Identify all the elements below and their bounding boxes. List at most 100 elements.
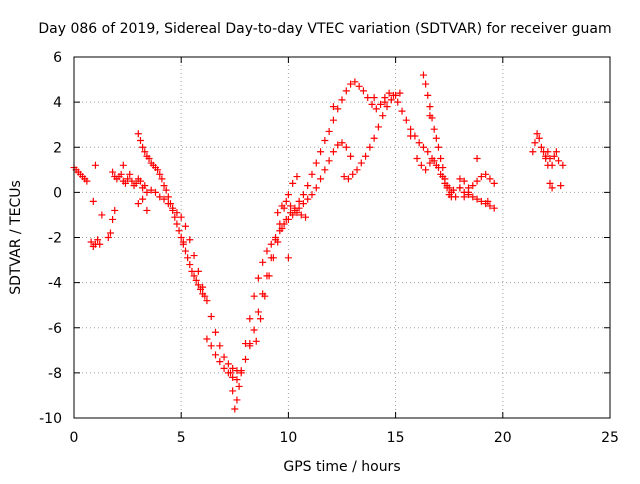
data-point bbox=[374, 123, 382, 131]
data-point bbox=[143, 188, 151, 196]
data-point bbox=[439, 173, 447, 181]
data-point bbox=[422, 80, 430, 88]
data-point bbox=[460, 177, 468, 185]
data-point bbox=[389, 91, 397, 99]
data-point bbox=[394, 98, 402, 106]
data-point bbox=[177, 234, 185, 241]
y-tick-label: -8 bbox=[48, 366, 62, 382]
data-point bbox=[171, 213, 179, 221]
data-point bbox=[235, 382, 243, 390]
chart-title: Day 086 of 2019, Sidereal Day-to-day VTE… bbox=[38, 21, 611, 37]
data-point bbox=[162, 186, 170, 194]
data-point bbox=[456, 175, 464, 183]
data-point bbox=[370, 134, 378, 142]
data-point bbox=[308, 170, 316, 178]
data-point bbox=[351, 78, 359, 86]
data-point bbox=[233, 376, 241, 384]
data-point bbox=[424, 91, 432, 99]
data-point bbox=[357, 159, 365, 167]
x-tick-label: 0 bbox=[70, 430, 79, 446]
series-scattered bbox=[83, 94, 492, 348]
data-point bbox=[121, 179, 129, 187]
y-tick-label: -6 bbox=[48, 321, 62, 337]
y-tick-label: 2 bbox=[53, 140, 62, 156]
data-point bbox=[342, 87, 350, 95]
data-point bbox=[347, 80, 355, 88]
data-point bbox=[194, 267, 202, 275]
data-point bbox=[473, 195, 481, 203]
data-point bbox=[278, 202, 286, 210]
series-arc-4 bbox=[134, 130, 209, 300]
data-point bbox=[329, 148, 337, 156]
data-point bbox=[387, 96, 395, 104]
data-point bbox=[364, 94, 372, 102]
data-point bbox=[385, 89, 393, 97]
data-point bbox=[139, 143, 147, 151]
data-point bbox=[169, 204, 177, 212]
data-point bbox=[377, 100, 385, 108]
data-point bbox=[464, 191, 472, 199]
data-point bbox=[407, 132, 415, 140]
data-point bbox=[188, 267, 196, 275]
data-point bbox=[353, 166, 361, 174]
data-point bbox=[216, 342, 224, 350]
data-point bbox=[383, 103, 391, 111]
series-arc-2 bbox=[87, 206, 119, 251]
data-point bbox=[190, 272, 198, 280]
data-point bbox=[261, 292, 269, 300]
data-point bbox=[179, 238, 187, 246]
data-point bbox=[194, 281, 202, 289]
data-point bbox=[252, 337, 260, 345]
data-point bbox=[282, 215, 290, 223]
data-point bbox=[482, 170, 490, 178]
data-point bbox=[257, 315, 265, 323]
data-point bbox=[486, 175, 494, 183]
data-point bbox=[419, 143, 427, 151]
data-point bbox=[143, 206, 151, 214]
data-point bbox=[280, 220, 288, 228]
data-point bbox=[398, 107, 406, 115]
data-point bbox=[338, 96, 346, 104]
data-point bbox=[134, 200, 142, 208]
series-arc-17 bbox=[542, 148, 567, 192]
data-point bbox=[359, 87, 367, 95]
data-point bbox=[437, 155, 445, 163]
data-point bbox=[145, 155, 153, 163]
data-point bbox=[220, 353, 228, 361]
y-tick-label: -2 bbox=[48, 231, 62, 247]
data-point bbox=[87, 238, 95, 246]
data-point bbox=[342, 143, 350, 151]
data-point bbox=[557, 182, 565, 190]
data-point bbox=[160, 182, 168, 190]
data-point bbox=[473, 177, 481, 185]
data-point bbox=[415, 139, 423, 147]
data-point bbox=[486, 202, 494, 210]
data-point bbox=[456, 184, 464, 192]
data-point bbox=[175, 227, 183, 235]
data-point bbox=[413, 155, 421, 163]
data-point bbox=[96, 240, 104, 248]
data-point bbox=[132, 179, 140, 187]
data-point bbox=[91, 161, 99, 169]
axis-ticks: 0 5 10 15 20 25 -10 -8 -6 -4 -2 0 2 4 6 bbox=[39, 50, 619, 446]
data-point bbox=[254, 308, 262, 316]
x-tick-label: 20 bbox=[494, 430, 512, 446]
data-point bbox=[203, 335, 211, 343]
data-point bbox=[443, 182, 451, 190]
data-point bbox=[430, 157, 438, 165]
y-tick-label: 6 bbox=[53, 50, 62, 66]
data-point bbox=[229, 373, 237, 381]
series-arc-9 bbox=[274, 139, 355, 217]
data-point bbox=[117, 170, 125, 178]
data-point bbox=[349, 170, 357, 178]
data-point bbox=[212, 328, 220, 336]
data-point bbox=[192, 276, 200, 284]
data-point bbox=[160, 195, 168, 203]
data-point bbox=[544, 161, 552, 169]
data-point bbox=[304, 195, 312, 203]
data-point bbox=[535, 134, 543, 142]
data-point bbox=[548, 184, 556, 192]
x-tick-label: 5 bbox=[177, 430, 186, 446]
